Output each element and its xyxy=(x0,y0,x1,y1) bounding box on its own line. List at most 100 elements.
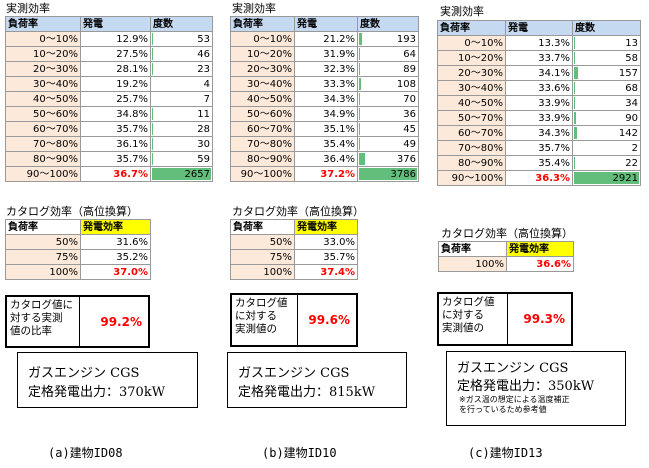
count-bar xyxy=(574,127,578,139)
count-cell: 59 xyxy=(150,151,213,167)
count-bar xyxy=(359,93,361,105)
ratio-value: 99.2% xyxy=(100,314,142,329)
table-row: 75% 35.7% xyxy=(230,249,358,265)
load-range: 50～70% xyxy=(437,110,506,126)
efficiency-value: 34.8% xyxy=(80,106,151,122)
efficiency-value: 33.9% xyxy=(505,95,573,111)
column-header: 負荷率 xyxy=(230,16,295,32)
load-range: 30～40% xyxy=(437,80,506,96)
ratio-value: 99.6% xyxy=(308,313,350,327)
load-range: 20～30% xyxy=(230,61,295,77)
load-value: 75% xyxy=(5,249,81,265)
load-value: 100% xyxy=(438,256,507,272)
cgs-output: 定格発電出力：815kW xyxy=(238,385,376,400)
load-value: 75% xyxy=(230,249,295,265)
count-bar xyxy=(359,63,361,75)
cgs-note: ※ガス温の想定による温度補正 を行っているため参考値 xyxy=(459,395,570,414)
catalog-table: 負荷率 発電効率 50% 31.6% 75% 35.2% 100% 37.0% xyxy=(5,219,151,280)
efficiency-value: 34.9% xyxy=(294,106,358,122)
column-header: 度数 xyxy=(150,16,213,32)
count-cell: 376 xyxy=(357,151,419,167)
efficiency-value: 37.2% xyxy=(294,166,358,182)
table-row: 80～90% 35.7% 59 xyxy=(5,151,213,167)
load-range: 0～10% xyxy=(5,31,81,47)
ratio-label: カタログ値 に対する 実測値の xyxy=(235,297,288,335)
load-range: 60～70% xyxy=(5,121,81,137)
measured-table: 負荷率 発電 度数 0～10% 13.3% 13 10～20% 33.7% 58 20～30% 34… xyxy=(437,20,641,186)
count-cell: 89 xyxy=(357,61,419,77)
caption: (a)建物ID08 xyxy=(48,446,123,460)
count-value: 193 xyxy=(396,33,416,45)
count-value: 34 xyxy=(625,97,638,109)
count-cell: 45 xyxy=(357,121,419,137)
load-range: 80～90% xyxy=(230,151,295,167)
column-header: 負荷率 xyxy=(438,241,507,257)
catalog-title: カタログ効率（高位換算） xyxy=(232,205,364,218)
table-row: 100% 37.4% xyxy=(230,264,358,280)
count-bar xyxy=(359,168,418,180)
load-range: 70～80% xyxy=(5,136,81,152)
ratio-value: 99.3% xyxy=(523,312,565,326)
count-cell: 3786 xyxy=(357,166,419,182)
efficiency-value: 35.7% xyxy=(80,121,151,137)
efficiency-value: 35.7% xyxy=(505,140,573,156)
count-bar xyxy=(152,33,154,45)
count-bar xyxy=(359,153,365,165)
load-range: 90～100% xyxy=(437,170,506,186)
efficiency-value: 33.9% xyxy=(505,110,573,126)
column-header: 度数 xyxy=(357,16,419,32)
count-cell: 22 xyxy=(572,155,641,171)
load-range: 70～80% xyxy=(230,136,295,152)
table-row: 10～20% 27.5% 46 xyxy=(5,46,213,62)
table-row: 0～10% 12.9% 53 xyxy=(5,31,213,47)
count-value: 23 xyxy=(197,63,210,75)
count-cell: 108 xyxy=(357,76,419,92)
load-range: 0～10% xyxy=(230,31,295,47)
catalog-efficiency: 33.0% xyxy=(294,234,358,250)
table-row: 60～70% 35.1% 45 xyxy=(230,121,419,137)
count-cell: 58 xyxy=(572,50,641,66)
count-cell: 11 xyxy=(150,106,213,122)
count-value: 28 xyxy=(197,123,210,135)
count-cell: 64 xyxy=(357,46,419,62)
column-header: 発電効率 xyxy=(506,241,574,257)
table-row: 50～60% 34.8% 11 xyxy=(5,106,213,122)
load-range: 80～90% xyxy=(437,155,506,171)
table-row: 40～50% 33.9% 34 xyxy=(437,95,641,111)
table-row: 90～100% 36.3% 2921 xyxy=(437,170,641,186)
cgs-box: ガスエンジン CGS 定格発電出力：815kW xyxy=(227,352,407,408)
count-cell: 2 xyxy=(572,140,641,156)
column-header: 負荷率 xyxy=(5,219,81,235)
table-row: 40～50% 34.3% 70 xyxy=(230,91,419,107)
count-bar xyxy=(574,52,576,64)
count-cell: 46 xyxy=(150,46,213,62)
count-value: 142 xyxy=(618,127,638,139)
count-value: 13 xyxy=(625,37,638,49)
table-row: 50～70% 33.9% 90 xyxy=(437,110,641,126)
count-bar xyxy=(152,108,154,120)
count-value: 53 xyxy=(197,33,210,45)
efficiency-value: 25.7% xyxy=(80,91,151,107)
cgs-output: 定格発電出力：370kW xyxy=(28,385,166,400)
count-cell: 13 xyxy=(572,35,641,51)
catalog-table: 負荷率 発電効率 50% 33.0% 75% 35.7% 100% 37.4% xyxy=(230,219,358,280)
count-cell: 157 xyxy=(572,65,641,81)
ratio-label: カタログ値 に対する 実測値の xyxy=(442,296,495,334)
table-row: 20～30% 32.3% 89 xyxy=(230,61,419,77)
count-value: 58 xyxy=(625,52,638,64)
catalog-efficiency: 37.0% xyxy=(80,264,151,280)
table-row: 0～10% 21.2% 193 xyxy=(230,31,419,47)
load-range: 40～50% xyxy=(230,91,295,107)
table-row: 100% 36.6% xyxy=(438,256,574,272)
count-cell: 193 xyxy=(357,31,419,47)
count-cell: 36 xyxy=(357,106,419,122)
count-bar xyxy=(152,138,154,150)
catalog-title: カタログ効率（高位換算） xyxy=(441,227,573,240)
count-bar xyxy=(574,67,578,79)
count-value: 22 xyxy=(625,157,638,169)
table-row: 80～90% 36.4% 376 xyxy=(230,151,419,167)
measured-title: 実測効率 xyxy=(6,2,50,15)
efficiency-value: 31.9% xyxy=(294,46,358,62)
load-range: 50～60% xyxy=(230,106,295,122)
table-header-row: 負荷率 発電 度数 xyxy=(230,16,419,32)
